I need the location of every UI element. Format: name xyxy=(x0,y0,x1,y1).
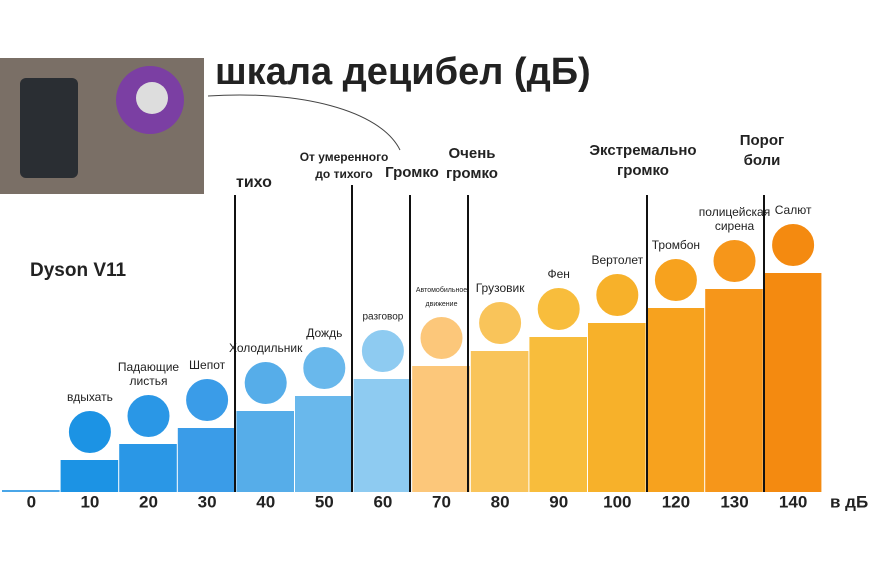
x-axis-label: в дБ xyxy=(830,492,868,511)
bar xyxy=(646,308,705,492)
bar xyxy=(236,411,294,492)
bar-label: листья xyxy=(130,374,168,388)
x-tick-label: 40 xyxy=(256,492,275,511)
icon xyxy=(770,222,817,268)
bar-label: Фен xyxy=(547,267,569,281)
bar xyxy=(2,490,60,492)
bar xyxy=(470,351,529,492)
x-tick-label: 100 xyxy=(603,492,631,511)
arrow xyxy=(207,94,401,151)
x-tick-label: 50 xyxy=(315,492,334,511)
icon xyxy=(125,393,172,439)
bar-label: Дождь xyxy=(306,326,342,340)
bar-label: сирена xyxy=(715,219,755,233)
x-tick-label: 60 xyxy=(373,492,392,511)
zone-label: тихо xyxy=(236,174,272,191)
chart-title: шкала децибел (дБ) xyxy=(215,51,591,93)
bar xyxy=(705,289,763,492)
icon xyxy=(535,286,582,332)
bar xyxy=(177,428,236,492)
bar-label: Шепот xyxy=(189,358,226,372)
bar xyxy=(119,444,177,492)
bar-label: Автомобильное xyxy=(416,286,467,294)
bar-label: разговор xyxy=(362,312,403,323)
phone xyxy=(20,78,78,178)
zone-label: Экстремально xyxy=(589,142,696,159)
icon xyxy=(652,257,699,303)
bar xyxy=(763,273,822,492)
bar-label: полицейская xyxy=(699,205,770,219)
bar-label: вдыхать xyxy=(67,390,113,404)
icon xyxy=(66,409,113,455)
zone-label: громко xyxy=(617,162,669,179)
zone-label: до тихого xyxy=(315,167,372,181)
x-tick-label: 130 xyxy=(720,492,748,511)
vacuum-part xyxy=(136,82,168,114)
x-tick-label: 10 xyxy=(80,492,99,511)
bar xyxy=(529,337,587,492)
bar-label: движение xyxy=(426,301,458,308)
icon xyxy=(477,300,524,346)
icon xyxy=(594,272,641,318)
zone-label: Порог xyxy=(740,132,785,149)
bar xyxy=(60,460,119,492)
icon xyxy=(418,315,465,361)
subtitle: Dyson V11 xyxy=(30,260,127,281)
bar-label: Падающие xyxy=(118,360,180,374)
bar-label: Холодильник xyxy=(229,341,303,355)
bar xyxy=(295,396,353,492)
x-tick-label: 70 xyxy=(432,492,451,511)
bar xyxy=(588,323,646,492)
bar-label: Тромбон xyxy=(652,238,700,252)
icon xyxy=(184,377,231,423)
x-tick-label: 90 xyxy=(549,492,568,511)
zone-label: боли xyxy=(744,152,781,169)
icon xyxy=(242,360,289,406)
x-tick-label: 80 xyxy=(491,492,510,511)
x-tick-label: 120 xyxy=(662,492,690,511)
x-tick-label: 30 xyxy=(198,492,217,511)
bar-label: Салют xyxy=(775,203,812,217)
icon xyxy=(359,328,406,374)
zone-label: Очень xyxy=(449,145,496,162)
x-tick-label: 20 xyxy=(139,492,158,511)
bar xyxy=(353,379,412,492)
zone-label: От умеренного xyxy=(300,150,389,164)
bar-label: Вертолет xyxy=(591,253,643,267)
icon xyxy=(711,238,758,284)
bar xyxy=(412,366,470,492)
x-tick-label: 0 xyxy=(27,492,36,511)
zone-label: громко xyxy=(446,165,498,182)
icon xyxy=(301,345,348,391)
bar-label: Грузовик xyxy=(476,281,525,295)
x-tick-label: 140 xyxy=(779,492,807,511)
zone-label: Громко xyxy=(385,164,439,181)
